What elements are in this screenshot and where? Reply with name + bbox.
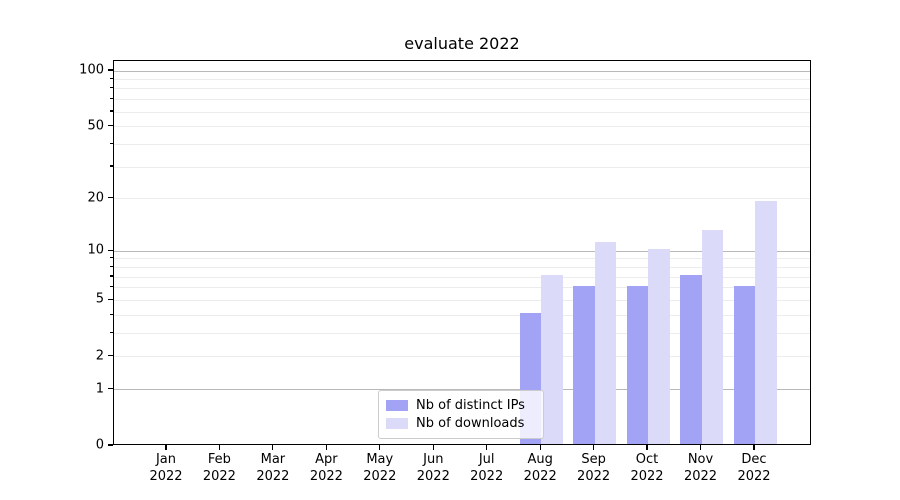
y-tick-mark [108,249,113,251]
x-tick-mark [593,445,595,450]
gridline-minor [114,332,810,334]
gridline-minor [114,258,810,260]
x-tick-label: Nov 2022 [683,452,718,484]
legend-swatch-downloads [386,418,408,430]
gridline-minor [114,143,810,145]
legend-label-downloads: Nb of downloads [416,416,525,432]
gridline-minor [114,314,810,316]
legend-item-distinct-ips: Nb of distinct IPs [386,397,535,414]
x-tick-mark [486,445,488,450]
y-tick-mark [108,69,113,71]
y-tick-label: 5 [95,291,104,307]
gridline-major [114,70,810,72]
x-tick-label: Apr 2022 [309,452,343,484]
y-tick-label: 1 [95,381,104,397]
x-tick-mark [165,445,167,450]
y-minor-tick-mark [110,110,113,112]
y-minor-tick-mark [110,331,113,333]
gridline-major [114,389,810,391]
y-minor-tick-mark [110,142,113,144]
bar-distinct-ips [733,285,755,444]
x-tick-label: Sep 2022 [577,452,611,484]
gridline-minor [114,198,810,200]
gridline-minor [114,287,810,289]
x-tick-label: Aug 2022 [523,452,557,484]
bar-downloads [755,200,777,444]
legend-label-distinct-ips: Nb of distinct IPs [416,397,525,413]
y-tick-mark [108,298,113,300]
y-tick-label: 0 [95,437,104,453]
y-minor-tick-mark [110,286,113,288]
x-tick-mark [699,445,702,450]
gridline-minor [114,166,810,168]
x-tick-mark [432,445,434,450]
bar-distinct-ips [573,285,595,444]
gridline-minor [114,126,810,127]
x-tick-mark [539,445,541,450]
x-tick-label: Mar 2022 [256,452,290,484]
gridline-minor [114,99,810,101]
x-tick-label: Dec 2022 [737,452,771,484]
bar-downloads [541,275,563,444]
bar-distinct-ips [680,275,702,444]
y-tick-mark [108,355,113,357]
x-tick-mark [379,445,381,450]
x-tick-label: Feb 2022 [202,452,236,484]
y-minor-tick-mark [110,87,113,89]
bar-downloads [594,242,617,444]
gridline-minor [114,111,810,113]
x-tick-mark [218,445,220,450]
gridline-major [114,250,810,252]
x-tick-mark [325,445,327,450]
y-tick-label: 100 [79,62,104,78]
y-minor-tick-mark [110,265,113,268]
x-tick-label: May 2022 [363,452,397,484]
x-tick-mark [753,445,755,450]
y-tick-label: 2 [95,348,104,364]
y-tick-label: 50 [87,118,104,133]
y-minor-tick-mark [110,313,113,315]
y-tick-mark [108,388,113,390]
legend-swatch-distinct-ips [386,399,408,411]
y-tick-mark [108,444,113,446]
y-minor-tick-mark [110,165,113,167]
y-minor-tick-mark [110,98,113,100]
y-tick-mark [108,197,113,199]
y-tick-label: 20 [87,190,104,206]
x-tick-mark [272,445,274,450]
y-tick-label: 10 [87,242,104,258]
gridline-minor [114,267,810,268]
y-minor-tick-mark [110,257,113,259]
y-minor-tick-mark [110,77,113,80]
x-tick-label: Jul 2022 [470,452,504,484]
gridline-minor [114,88,810,90]
plot-area: Nb of distinct IPs Nb of downloads [113,60,811,445]
y-tick-mark [108,124,113,127]
y-minor-tick-mark [110,275,113,277]
chart-title: evaluate 2022 [404,34,520,53]
x-tick-mark [646,445,648,450]
gridline-minor [114,79,810,80]
gridline-minor [114,299,810,301]
x-tick-label: Jun 2022 [416,452,450,484]
x-tick-label: Oct 2022 [630,452,664,484]
bar-downloads [648,249,670,444]
legend-item-downloads: Nb of downloads [386,415,535,432]
bar-downloads [701,229,723,444]
gridline-minor [114,356,810,358]
bar-distinct-ips [626,285,648,444]
legend: Nb of distinct IPs Nb of downloads [378,390,544,439]
x-tick-label: Jan 2022 [149,452,183,484]
gridline-minor [114,276,810,278]
